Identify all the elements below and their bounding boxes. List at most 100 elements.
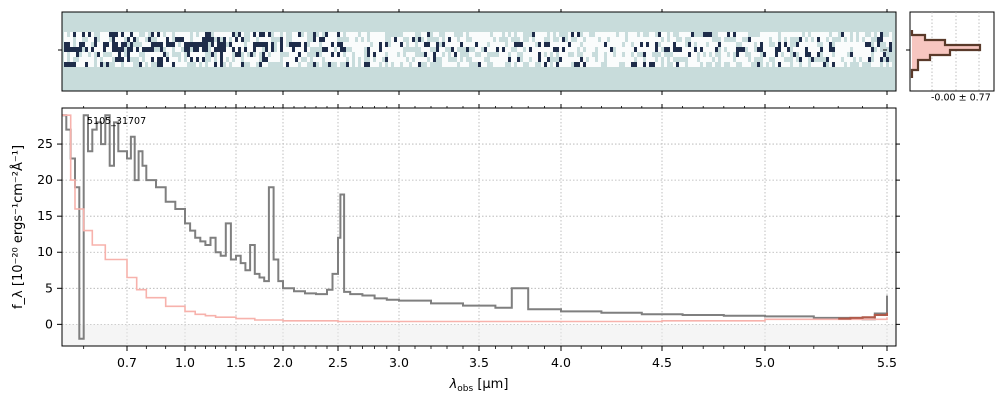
heatmap-cell [430,37,433,42]
heatmap-cell [490,62,493,67]
heatmap-cell [847,42,850,47]
heatmap-cell [136,37,139,42]
heatmap-cell [463,32,466,37]
heatmap-cell [505,57,508,62]
heatmap-cell [667,32,670,37]
heatmap-cell [583,37,586,42]
heatmap-cell [286,47,289,52]
heatmap-cell [499,32,502,37]
heatmap-cell [313,62,316,67]
heatmap-cell [418,47,421,52]
heatmap-cell [175,57,178,62]
heatmap-cell [745,47,748,52]
heatmap-cell [859,42,862,47]
heatmap-cell [601,47,604,52]
heatmap-cell [238,62,241,67]
heatmap-cell [277,32,280,37]
heatmap-cell [481,42,484,47]
heatmap-cell [106,37,109,42]
heatmap-cell [814,57,817,62]
heatmap-cell [463,57,466,62]
object-id-label: 5105_31707 [87,116,146,127]
heatmap-cell [115,62,118,67]
heatmap-cell [193,37,196,42]
heatmap-cell [376,62,379,67]
heatmap-cell [76,42,79,47]
heatmap-cell [346,62,349,67]
heatmap-cell [139,57,142,62]
heatmap-cell [742,42,745,47]
heatmap-cell [427,57,430,62]
heatmap-cell [166,32,169,37]
heatmap-cell [190,42,193,47]
heatmap-cell [634,42,637,47]
heatmap-cell [721,57,724,62]
heatmap-cell [628,42,631,47]
heatmap-cell [754,62,757,67]
heatmap-cell [655,32,658,37]
heatmap-cell [154,57,157,62]
heatmap-cell [550,62,553,67]
heatmap-cell [631,32,634,37]
heatmap-cell [349,37,352,42]
heatmap-cell [466,42,469,47]
heatmap-cell [409,47,412,52]
heatmap-cell [505,37,508,42]
heatmap-cell [352,32,355,37]
heatmap-cell [145,37,148,42]
heatmap-cell [868,37,871,42]
heatmap-cell [751,52,754,57]
heatmap-cell [862,47,865,52]
heatmap-cell [409,42,412,47]
heatmap-cell [514,42,517,47]
heatmap-cell [532,52,535,57]
heatmap-cell [667,52,670,57]
heatmap-cell [445,57,448,62]
heatmap-cell [415,47,418,52]
heatmap-cell [286,57,289,62]
heatmap-cell [295,42,298,47]
heatmap-cell [514,62,517,67]
heatmap-cell [733,52,736,57]
heatmap-cell [541,57,544,62]
heatmap-cell [829,47,832,52]
heatmap-cell [610,57,613,62]
heatmap-cell [346,57,349,62]
heatmap-cell [790,47,793,52]
heatmap-cell [601,32,604,37]
heatmap-cell [631,62,634,67]
heatmap-cell [229,52,232,57]
heatmap-cell [727,52,730,57]
heatmap-cell [301,57,304,62]
heatmap-cell [853,37,856,42]
heatmap-cell [811,42,814,47]
heatmap-cell [88,57,91,62]
heatmap-cell [496,42,499,47]
heatmap-cell [292,47,295,52]
heatmap-cell [262,62,265,67]
heatmap-cell [121,62,124,67]
heatmap-cell [760,62,763,67]
heatmap-cell [874,62,877,67]
heatmap-cell [745,37,748,42]
heatmap-cell [64,32,67,37]
heatmap-cell [475,37,478,42]
heatmap-cell [565,42,568,47]
heatmap-cell [721,52,724,57]
heatmap-cell [391,52,394,57]
heatmap-cell [133,52,136,57]
heatmap-cell [790,57,793,62]
heatmap-cell [127,57,130,62]
heatmap-cell [127,47,130,52]
heatmap-cell [871,47,874,52]
heatmap-cell [169,37,172,42]
heatmap-cell [178,62,181,67]
heatmap-cell [160,52,163,57]
heatmap-cell [589,42,592,47]
heatmap-cell [421,62,424,67]
heatmap-cell [610,42,613,47]
heatmap-cell [721,37,724,42]
heatmap-cell [484,52,487,57]
heatmap-cell [880,62,883,67]
heatmap-cell [805,42,808,47]
